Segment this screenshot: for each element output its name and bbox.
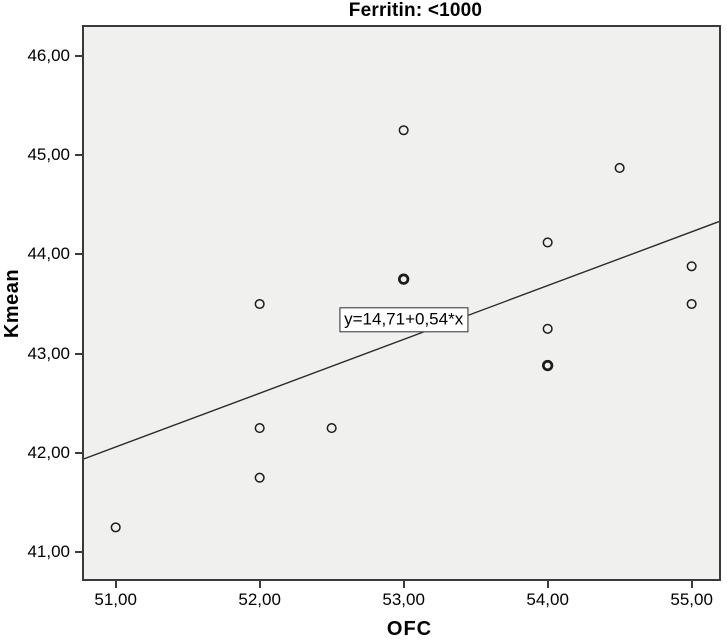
chart-title: Ferritin: <1000 (348, 0, 483, 21)
y-tick-label: 41,00 (27, 542, 70, 562)
y-tick-mark (75, 253, 82, 256)
x-axis-label: OFC (386, 618, 433, 640)
data-point (686, 298, 697, 310)
x-tick-mark (114, 581, 117, 588)
y-tick-label: 43,00 (27, 343, 70, 363)
y-tick-mark (75, 54, 82, 57)
x-tick-mark (258, 581, 261, 588)
y-tick-label: 45,00 (27, 145, 70, 165)
x-tick-label: 52,00 (238, 590, 281, 609)
x-tick-mark (690, 581, 693, 588)
y-tick-mark (75, 451, 82, 454)
data-point (254, 298, 265, 310)
y-tick-label: 44,00 (27, 244, 70, 264)
y-tick-mark (75, 551, 82, 554)
y-tick-mark (75, 352, 82, 355)
x-tick-label: 53,00 (382, 590, 425, 609)
data-point (398, 125, 409, 136)
data-point (326, 423, 337, 434)
data-point (398, 273, 410, 285)
regression-line (84, 220, 719, 460)
plot-area: y=14,71+0,54*x 46,00 45,00 44,00 43,00 42,00… (27, 25, 721, 609)
data-point (542, 323, 553, 334)
regression-equation-label: y=14,71+0,54*x (339, 307, 469, 333)
x-tick-label: 54,00 (526, 590, 569, 609)
data-point (542, 237, 553, 248)
x-tick-label: 51,00 (94, 590, 137, 609)
data-point (542, 359, 554, 372)
y-axis-label-wrap: Kmean (0, 25, 26, 581)
y-tick-label: 42,00 (27, 442, 70, 462)
x-tick-mark (546, 581, 549, 588)
data-point (110, 522, 121, 533)
data-point (254, 472, 265, 483)
x-tick-mark (402, 581, 405, 588)
y-tick-label: 46,00 (27, 45, 70, 65)
scatter-canvas (84, 125, 719, 533)
y-axis-label: Kmean (1, 268, 24, 338)
data-point (254, 423, 265, 434)
x-tick-label: 55,00 (670, 590, 713, 609)
data-point (686, 261, 697, 272)
y-tick-mark (75, 154, 82, 157)
data-point (614, 162, 625, 174)
